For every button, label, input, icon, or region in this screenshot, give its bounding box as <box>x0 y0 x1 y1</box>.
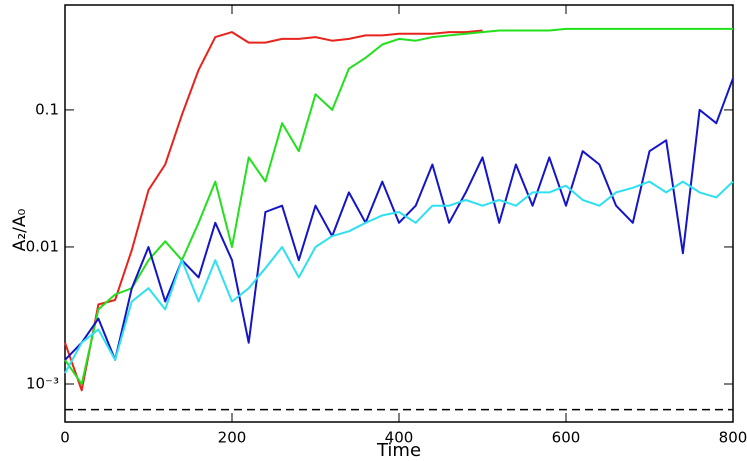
x-tick-label: 0 <box>60 429 70 447</box>
data-line <box>64 77 734 361</box>
y-axis-label: A₂/A₀ <box>10 209 30 252</box>
y-tick-label: 0.1 <box>35 100 59 118</box>
data-line <box>64 29 483 392</box>
x-tick-label: 400 <box>385 429 414 447</box>
x-tick-label: 200 <box>218 429 247 447</box>
y-tick-label: 10⁻³ <box>26 374 59 392</box>
data-line <box>64 180 734 374</box>
plot-frame <box>64 4 734 423</box>
x-axis-label: Time <box>376 440 421 461</box>
x-tick-label: 600 <box>552 429 581 447</box>
x-tick-label: 800 <box>719 429 747 447</box>
y-tick-label: 0.01 <box>26 237 59 255</box>
data-line <box>64 27 733 385</box>
